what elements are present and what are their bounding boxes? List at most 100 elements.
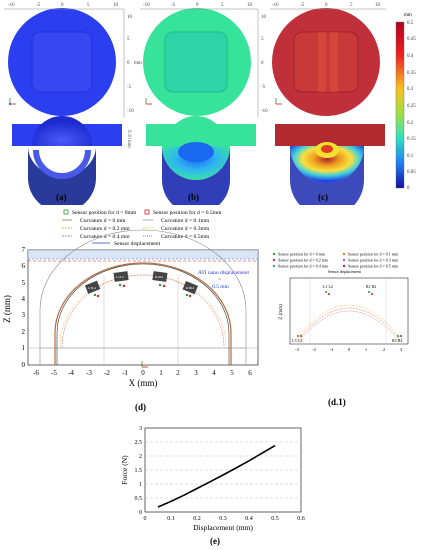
x-ticks-d1: -3 -2 -1 0 1 2 3	[295, 347, 403, 352]
axis-triad-icon	[141, 361, 148, 368]
svg-text:10: 10	[247, 3, 253, 8]
svg-text:Sensor displacement: Sensor displacement	[114, 241, 161, 247]
svg-text:0: 0	[61, 3, 64, 8]
svg-text:0: 0	[141, 369, 145, 377]
panel-b-top: -10 -5 0 5 10 10 5 0 -5 -10	[140, 3, 268, 118]
svg-text:0.15: 0.15	[407, 137, 416, 142]
svg-text:0: 0	[127, 61, 130, 66]
svg-text:Sensor position for d = 0mm: Sensor position for d = 0mm	[72, 209, 137, 216]
y-tick-label: 2	[139, 454, 142, 460]
svg-text:1: 1	[365, 347, 367, 352]
svg-text:0.5: 0.5	[407, 21, 414, 26]
svg-text:4: 4	[212, 369, 216, 377]
svg-text:-1: -1	[122, 369, 128, 377]
svg-text:0: 0	[261, 61, 264, 66]
svg-text:-4: -4	[68, 369, 74, 377]
svg-text:10: 10	[113, 3, 119, 8]
svg-text:Z (mm): Z (mm)	[279, 304, 284, 320]
x-tick-label: 0.5	[271, 516, 279, 522]
svg-text:L3L4: L3L4	[88, 286, 96, 290]
svg-text:1: 1	[159, 369, 163, 377]
x-tick-label: 0.4	[245, 516, 253, 522]
svg-text:mm: mm	[134, 61, 142, 66]
legend-d1: Sensor position for d = 0 mm Sensor posi…	[272, 252, 399, 274]
svg-text:Sensor position for d = 0.3 mm: Sensor position for d = 0.3 mm	[348, 258, 399, 263]
svg-text:3: 3	[194, 369, 198, 377]
svg-text:-1: -1	[330, 347, 334, 352]
svg-text:Sensor position for d = 0.1 mm: Sensor position for d = 0.1 mm	[348, 252, 399, 257]
x-axis-label-e: Displacement (mm)	[193, 523, 253, 532]
sensor-l1l2: L1L2	[113, 271, 129, 282]
svg-text:Sensor position for d = 0.5mm: Sensor position for d = 0.5mm	[153, 209, 222, 216]
y-axis-label-e: Force (N)	[120, 455, 129, 485]
y-tick-label: 1.5	[135, 468, 143, 474]
panel-c-top: -10 -5 0 5 10	[270, 3, 386, 116]
svg-text:-5: -5	[51, 369, 57, 377]
panel-label-a: (a)	[56, 192, 67, 202]
panel-a-side: 0.10 mm	[12, 116, 131, 205]
svg-text:Curvature d = 0.2 mm: Curvature d = 0.2 mm	[80, 226, 130, 232]
axis-triad-icon	[9, 98, 16, 105]
axis-triad-icon	[145, 98, 152, 105]
svg-text:-2: -2	[104, 369, 110, 377]
x-ticks-e: 0 0.1 0.2 0.3 0.4 0.5 0.6	[144, 516, 305, 522]
svg-text:-3: -3	[86, 369, 92, 377]
svg-text:-5: -5	[36, 3, 41, 8]
svg-text:0.4: 0.4	[407, 54, 414, 59]
x-tick-label: 0	[144, 516, 147, 522]
svg-text:-2: -2	[312, 347, 316, 352]
axis-triad-icon	[275, 98, 282, 105]
svg-text:5: 5	[127, 37, 130, 42]
panel-label-b: (b)	[188, 192, 199, 202]
svg-text:Curvature d = 0.3mm: Curvature d = 0.3mm	[161, 226, 210, 232]
svg-text:0: 0	[407, 186, 410, 191]
svg-text:10: 10	[261, 15, 267, 20]
svg-text:-5: -5	[127, 85, 132, 90]
sensor-r3r4: R3R4	[182, 281, 198, 295]
svg-text:6: 6	[248, 369, 252, 377]
panel-label-e: (e)	[210, 536, 220, 546]
svg-text:0: 0	[348, 347, 351, 352]
svg-text:R1 R2: R1 R2	[366, 284, 376, 289]
panel-label-d: (d)	[135, 402, 146, 412]
force-line	[157, 444, 276, 508]
svg-text:Curvature d = 0.4 mm: Curvature d = 0.4 mm	[80, 234, 130, 240]
svg-text:-5: -5	[261, 85, 266, 90]
grid-e	[145, 441, 301, 499]
y-ticks-e: 0 0.5 1 1.5 2 2.5 3	[135, 426, 143, 516]
svg-text:0.5 mm: 0.5 mm	[212, 284, 230, 290]
panel-c-side	[275, 124, 385, 205]
chart-d: Sensor position for d = 0mm Sensor posit…	[2, 209, 259, 388]
svg-text:10: 10	[127, 15, 133, 20]
svg-text:mm: mm	[404, 13, 412, 18]
y-axis-label-d: Z (mm)	[2, 295, 12, 323]
y-ticks-d: 0 1 2 3 4 5 6 7	[22, 246, 26, 369]
svg-text:5: 5	[22, 279, 26, 287]
svg-text:-10: -10	[8, 3, 15, 8]
x-axis-label-d: X (mm)	[129, 378, 158, 388]
svg-text:-5: -5	[171, 3, 176, 8]
svg-text:0.2: 0.2	[407, 121, 414, 126]
svg-text:Curvature d = 0.1mm: Curvature d = 0.1mm	[161, 218, 210, 224]
panel-label-d1: (d.1)	[328, 397, 346, 407]
panel-label-c: (c)	[318, 192, 328, 202]
panel-b-side	[146, 116, 256, 205]
svg-text:Sensor displacement: Sensor displacement	[328, 269, 362, 274]
svg-text:-10: -10	[143, 3, 150, 8]
plot-frame-d	[27, 249, 259, 366]
x-tick-label: 0.6	[297, 516, 305, 522]
svg-text:5: 5	[261, 37, 264, 42]
svg-text:5: 5	[350, 3, 353, 8]
svg-text:2: 2	[383, 347, 385, 352]
svg-text:0: 0	[325, 3, 328, 8]
displacement-band	[28, 250, 258, 259]
svg-text:0.25: 0.25	[407, 104, 416, 109]
svg-text:-10: -10	[272, 3, 279, 8]
x-tick-label: 0.2	[193, 516, 201, 522]
svg-text:5: 5	[221, 3, 224, 8]
svg-text:0.35: 0.35	[407, 71, 416, 76]
curvature-d0	[54, 262, 232, 365]
svg-text:R3R4: R3R4	[186, 286, 194, 290]
svg-text:=: =	[218, 277, 221, 283]
svg-text:-6: -6	[33, 369, 39, 377]
